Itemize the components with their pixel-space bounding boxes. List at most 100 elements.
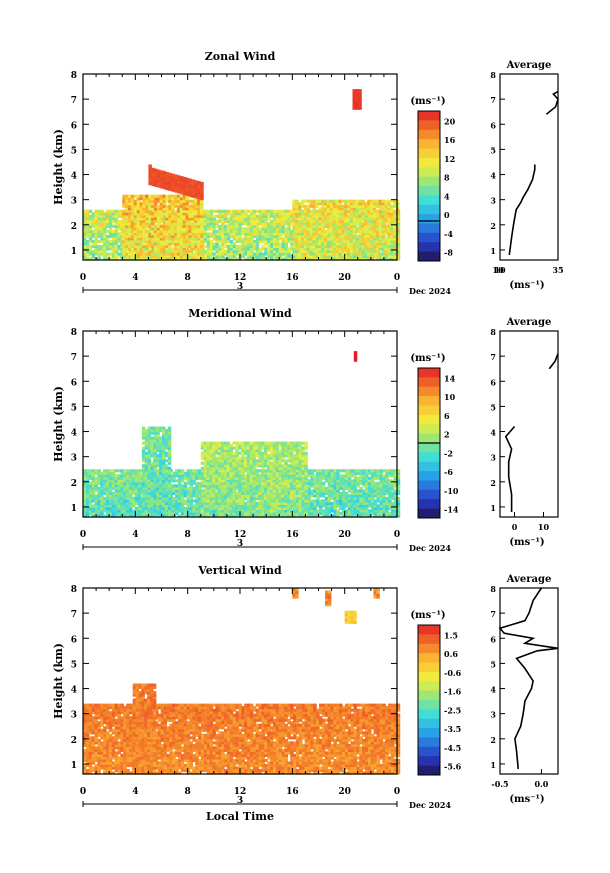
heatmap-cell — [123, 509, 127, 513]
heatmap-cell — [120, 214, 124, 218]
heatmap-cell — [349, 217, 354, 221]
heatmap-cell — [352, 224, 357, 228]
heatmap-cell — [295, 244, 299, 249]
heatmap-cell — [264, 214, 268, 218]
heatmap-cell — [136, 209, 141, 213]
heatmap-cell — [88, 474, 93, 478]
heatmap-cell — [258, 234, 263, 238]
heatmap-cell — [221, 229, 225, 233]
heatmap-cell — [209, 232, 214, 236]
heatmap-cell — [264, 474, 268, 478]
heatmap-cell — [106, 219, 110, 223]
heatmap-cell — [393, 247, 397, 251]
heatmap-cell — [326, 234, 331, 238]
colorbar-segment — [418, 120, 440, 131]
heatmap-cell — [176, 237, 181, 241]
average-x-tick-label: 10 — [492, 265, 504, 275]
heatmap-cell — [182, 249, 187, 254]
heatmap-cell — [133, 247, 138, 251]
heatmap-cell — [145, 212, 149, 216]
heatmap-cell — [175, 474, 179, 478]
heatmap-cell — [267, 222, 271, 226]
heatmap-cell — [188, 222, 192, 226]
heatmap-cell — [341, 249, 345, 254]
heatmap-cell — [272, 242, 277, 246]
heatmap-cell — [168, 222, 172, 226]
heatmap-cell — [309, 247, 314, 251]
heatmap-cell — [117, 219, 122, 223]
heatmap-cell — [192, 489, 196, 493]
heatmap-cell — [188, 232, 192, 236]
heatmap-cell — [206, 249, 211, 254]
heatmap-cell — [83, 254, 87, 259]
heatmap-cell — [255, 237, 260, 241]
heatmap-cell — [241, 237, 245, 241]
heatmap-cell — [197, 217, 201, 221]
colorbar-segment — [418, 157, 440, 168]
heatmap-cell — [100, 506, 104, 511]
heatmap-cell — [153, 234, 158, 238]
heatmap-cell — [83, 489, 87, 493]
heatmap-cell — [174, 176, 178, 181]
heatmap-cell — [182, 237, 187, 241]
heatmap-cell — [175, 511, 179, 516]
heatmap-cell — [157, 174, 161, 178]
heatmap-cell — [315, 254, 319, 259]
heatmap-cell — [129, 471, 133, 475]
heatmap-cell — [137, 469, 142, 473]
heatmap-cell — [298, 237, 302, 241]
heatmap-cell — [200, 184, 204, 188]
heatmap-cell — [108, 219, 113, 223]
heatmap-cell — [139, 219, 143, 223]
heatmap-cell — [186, 229, 191, 233]
heatmap-cell — [195, 239, 199, 244]
heatmap-cell — [114, 212, 119, 216]
heatmap-cell — [162, 212, 167, 216]
heatmap-cell — [128, 234, 132, 238]
heatmap-cell — [120, 484, 124, 488]
heatmap-cell — [335, 229, 339, 233]
heatmap-cell — [395, 242, 400, 246]
heatmap-cell — [137, 481, 142, 485]
heatmap-cell — [303, 199, 308, 203]
heatmap-cell — [197, 212, 201, 216]
colorbar-segment — [418, 176, 440, 187]
heatmap-cell — [198, 499, 202, 503]
heatmap-cell — [303, 212, 308, 216]
heatmap-cell — [156, 219, 161, 223]
heatmap-cell — [108, 252, 113, 256]
heatmap-cell — [329, 202, 334, 206]
heatmap-cell — [156, 244, 161, 249]
heatmap-cell — [130, 234, 135, 238]
colorbar-segment — [418, 186, 440, 196]
heatmap-cell — [292, 234, 296, 238]
heatmap-cell — [125, 249, 129, 254]
heatmap-cell — [215, 214, 219, 218]
heatmap-cell — [134, 489, 139, 493]
heatmap-cell — [165, 224, 169, 228]
heatmap-cell — [137, 511, 142, 516]
heatmap-cell — [117, 479, 122, 483]
heatmap-cell — [235, 257, 240, 261]
heatmap-cell — [162, 202, 167, 206]
heatmap-cell — [182, 244, 187, 249]
heatmap-cell — [122, 249, 126, 254]
heatmap-cell — [326, 254, 331, 259]
heatmap-cell — [393, 232, 397, 236]
heatmap-cell — [303, 217, 308, 221]
heatmap-cell — [165, 229, 169, 233]
heatmap-cell — [352, 199, 357, 203]
heatmap-cell — [235, 252, 240, 256]
heatmap-cell — [106, 491, 110, 495]
heatmap-cell — [378, 244, 383, 249]
heatmap-cell — [278, 212, 283, 216]
heatmap-cell — [171, 186, 175, 190]
heatmap-cell — [168, 175, 173, 179]
heatmap-cell — [179, 244, 184, 249]
heatmap-cell — [238, 249, 242, 254]
heatmap-cell — [281, 249, 286, 254]
heatmap-cell — [117, 247, 122, 251]
heatmap-cell — [258, 214, 263, 218]
heatmap-cell — [97, 234, 101, 238]
heatmap-cell — [137, 491, 142, 495]
